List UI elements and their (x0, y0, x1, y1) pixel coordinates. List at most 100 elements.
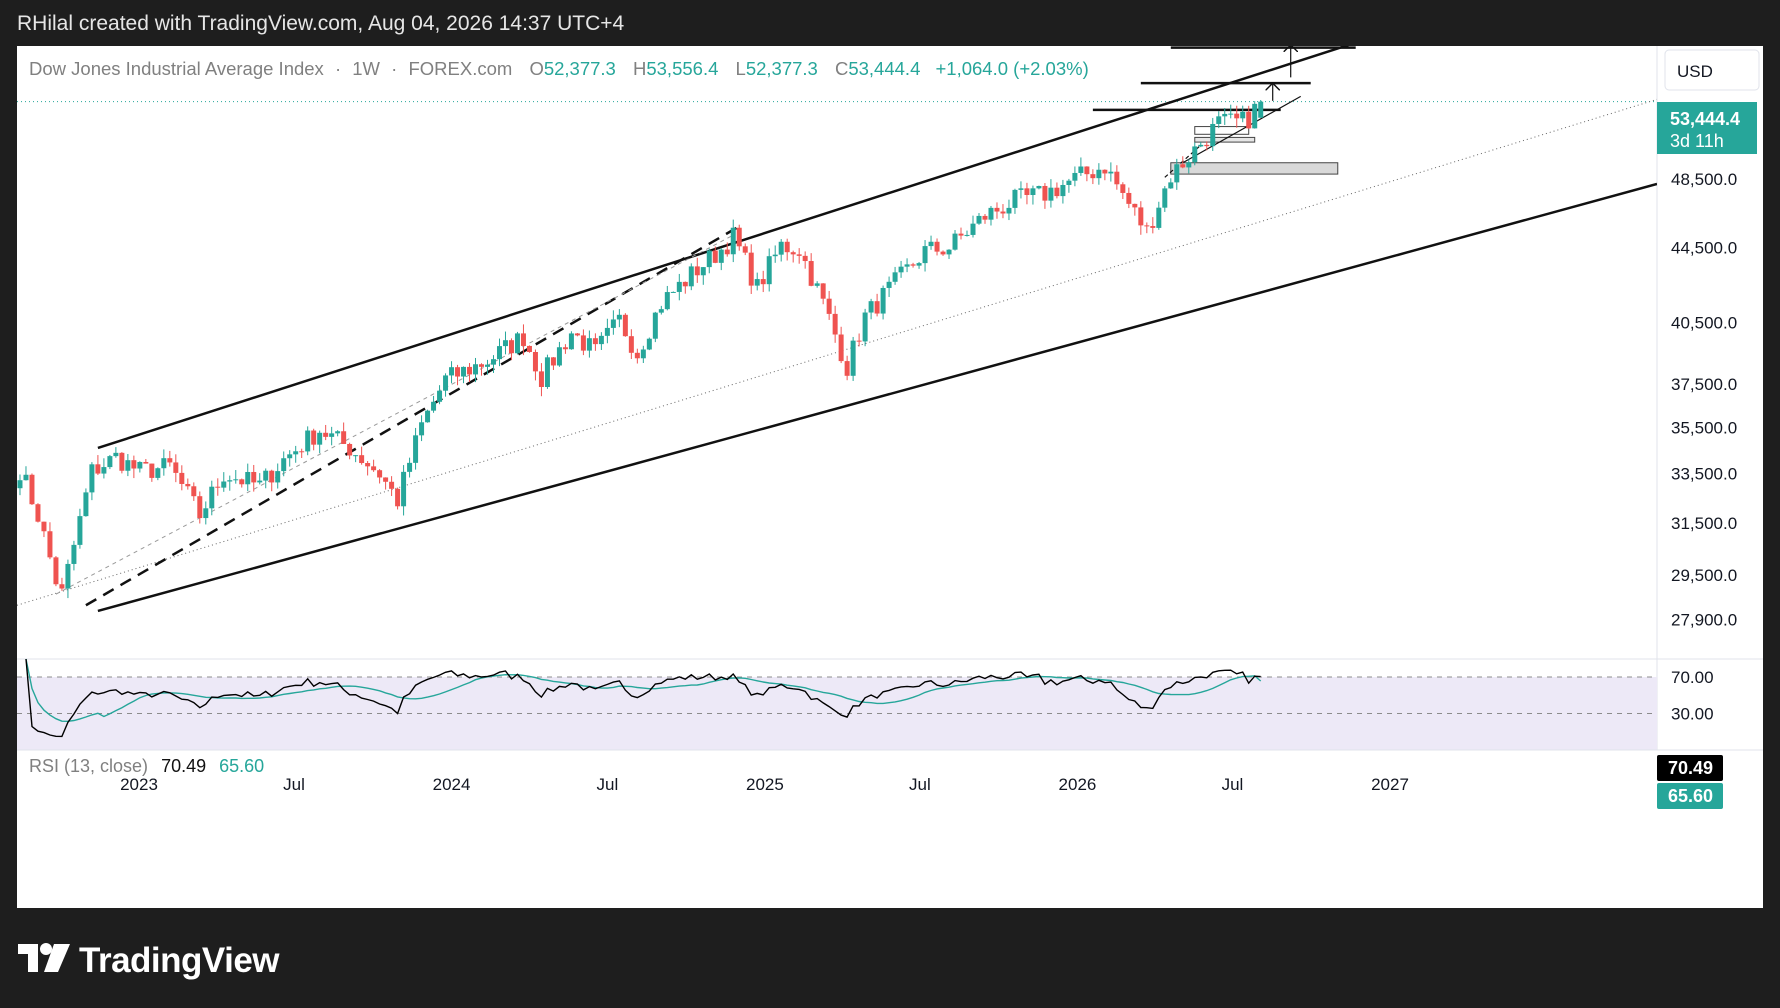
candle-body (107, 456, 113, 468)
bar-countdown: 3d 11h (1670, 131, 1724, 151)
svg-text:Dow Jones Industrial Average I: Dow Jones Industrial Average Index · 1W … (29, 58, 1089, 79)
candle-body (131, 460, 137, 469)
price-tick-label: 27,900.0 (1671, 610, 1737, 629)
candle-body (700, 267, 706, 276)
candle-body (119, 452, 125, 471)
symbol-interval: 1W (352, 58, 380, 79)
candle-body (353, 455, 359, 457)
candle-body (473, 364, 479, 375)
candle-body (161, 458, 167, 469)
candle-body (772, 254, 778, 257)
legend-sep: · (335, 58, 341, 79)
candle-body (592, 338, 598, 345)
candle-body (862, 312, 868, 342)
channel-upper-line (97, 46, 1350, 450)
drawings-layer[interactable] (17, 46, 1657, 613)
candle-body (1252, 103, 1258, 129)
header-bar: RHilal created with TradingView.com, Aug… (0, 0, 1780, 46)
candle-body (167, 458, 173, 463)
price-axis[interactable]: 27,900.0 29,500.0 31,500.0 33,500.0 35,500.0… (1671, 170, 1737, 724)
candle-body (173, 462, 179, 473)
candle-body (437, 390, 443, 402)
candle-body (275, 471, 281, 483)
candle-body (796, 254, 802, 256)
candle-body (1042, 185, 1048, 201)
candle-body (1162, 188, 1168, 208)
candle-body (910, 264, 916, 266)
candle-body (395, 488, 401, 507)
currency-label: USD (1677, 62, 1713, 81)
candle-body (323, 432, 329, 437)
candle-body (622, 314, 628, 337)
candle-body (317, 432, 323, 445)
candle-body (1186, 162, 1192, 168)
candle-body (89, 464, 95, 493)
candle-body (479, 364, 485, 367)
currency-button[interactable]: USD (1664, 49, 1760, 91)
candle-body (1048, 187, 1054, 201)
candle-body (1102, 169, 1108, 174)
candle-body (125, 460, 131, 471)
ohlc-close-label: C (835, 58, 848, 79)
candle-body (227, 480, 233, 482)
channel-mid-line (17, 98, 1657, 606)
created-by-text: RHilal created with TradingView.com, Aug… (17, 12, 625, 35)
candle-body (922, 246, 928, 264)
candle-body (898, 266, 904, 273)
candle-body (982, 215, 988, 220)
candle-body (616, 314, 622, 320)
candle-body (892, 272, 898, 282)
candle-body (1246, 111, 1252, 129)
candle-body (449, 367, 455, 376)
candle-body (389, 481, 395, 489)
ohlc-low-label: L (736, 58, 746, 79)
candle-body (413, 435, 419, 463)
candle-body (71, 544, 77, 564)
candle-body (994, 207, 1000, 212)
candle-body (742, 246, 748, 253)
rsi-value: 70.49 (161, 756, 206, 776)
candle-body (251, 471, 257, 483)
candle-body (706, 250, 712, 268)
candle-body (886, 281, 892, 288)
candle-body (233, 479, 239, 481)
candle-body (407, 462, 413, 472)
candle-body (1030, 188, 1036, 195)
legend: Dow Jones Industrial Average Index · 1W … (29, 58, 1089, 79)
candle-body (940, 251, 946, 255)
candle-body (1090, 174, 1096, 179)
candle-body (1168, 182, 1174, 189)
ohlc-open-label: O (529, 58, 543, 79)
last-price-value: 53,444.4 (1670, 109, 1740, 129)
candle-body (598, 335, 604, 345)
candle-body (215, 486, 221, 488)
candle-body (946, 249, 952, 255)
candle-body (41, 521, 47, 532)
candle-body (359, 455, 365, 464)
candle-body (712, 250, 718, 263)
candles-layer[interactable] (17, 100, 1264, 599)
candle-body (1120, 184, 1126, 193)
candle-body (682, 281, 688, 287)
dashed-trendline (85, 225, 740, 607)
time-axis[interactable]: 2023 Jul 2024 Jul 2025 Jul 2026 Jul 2027 (120, 775, 1409, 794)
candle-body (443, 375, 449, 391)
candle-body (53, 557, 59, 585)
candle-body (832, 313, 838, 335)
candle-body (377, 470, 383, 478)
candle-body (185, 483, 191, 487)
candle-body (1258, 101, 1264, 118)
candle-body (658, 309, 664, 313)
chart-pane[interactable]: 27,900.0 29,500.0 31,500.0 33,500.0 35,500.0… (17, 46, 1763, 908)
candle-body (17, 480, 23, 489)
candle-body (143, 461, 149, 464)
candle-body (544, 357, 550, 388)
chart-svg[interactable]: 27,900.0 29,500.0 31,500.0 33,500.0 35,500.0… (17, 46, 1763, 908)
candle-body (1234, 113, 1240, 119)
candle-body (604, 327, 610, 336)
rsi-tick-label: 70.00 (1671, 668, 1714, 687)
candle-body (874, 301, 880, 314)
candle-body (425, 410, 431, 423)
candle-body (568, 333, 574, 350)
time-tick-label: Jul (909, 775, 931, 794)
